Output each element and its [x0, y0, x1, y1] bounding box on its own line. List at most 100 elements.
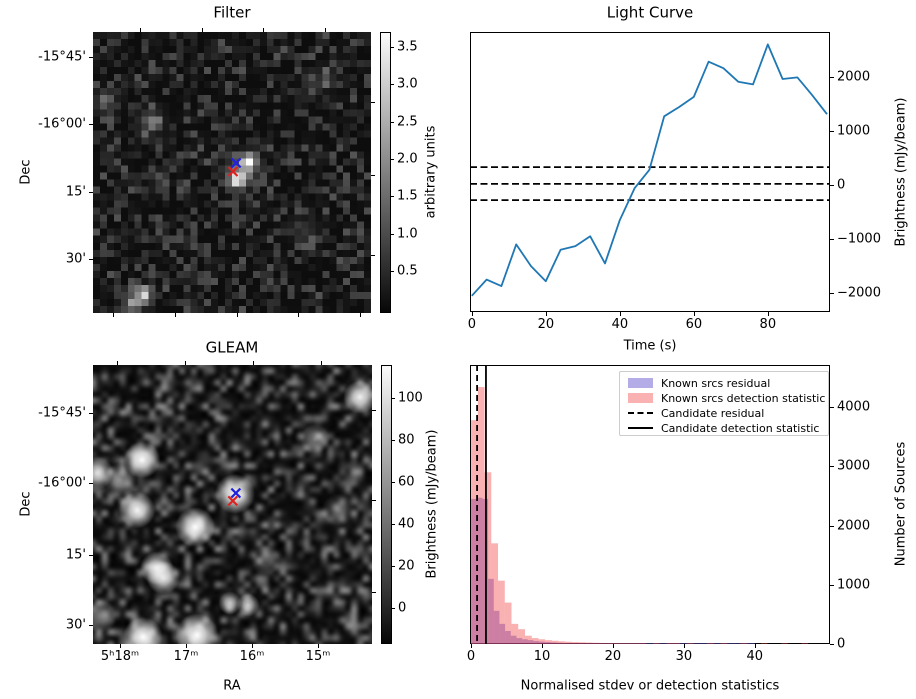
legend-label: Known srcs residual: [661, 377, 771, 390]
tick-label: 16ᵐ: [239, 649, 265, 664]
tick-mark: [612, 644, 614, 648]
tick-mark: [767, 312, 769, 316]
tick-mark: [120, 644, 121, 648]
tick-label: 0.5: [397, 263, 418, 279]
tick-label: 30': [65, 251, 86, 267]
legend-swatch: [628, 378, 653, 388]
tick-mark: [202, 28, 203, 32]
tick-label: 1000: [837, 123, 871, 139]
filter-colorbar: [380, 32, 391, 313]
tick-label: 17ᵐ: [173, 649, 199, 664]
gleam-sky-image: [93, 365, 372, 644]
tick-label: 20: [537, 317, 555, 332]
tick-mark: [185, 361, 186, 365]
tick-mark: [619, 312, 621, 316]
histogram-x-axis-label: Normalised stdev or detection statistics: [520, 678, 780, 694]
tick-label: 5ʰ18ᵐ: [100, 649, 140, 664]
gleam-x-axis-label: RA: [223, 678, 241, 694]
tick-mark: [89, 192, 93, 193]
tick-mark: [89, 483, 93, 484]
tick-label: 0: [837, 177, 846, 193]
tick-mark: [830, 466, 834, 468]
tick-label: 80: [398, 432, 415, 448]
tick-mark: [471, 312, 473, 316]
legend-line-dashed: [628, 412, 653, 414]
light-curve-panel-title: Light Curve: [606, 3, 694, 22]
tick-mark: [186, 644, 187, 648]
tick-mark: [89, 259, 93, 260]
tick-mark: [89, 625, 93, 626]
tick-label: 4000: [837, 399, 871, 415]
tick-mark: [830, 525, 834, 527]
tick-label: 30: [675, 649, 693, 664]
tick-label: 2.0: [397, 151, 418, 167]
tick-mark: [545, 312, 547, 316]
gleam-colorbar-gradient: [382, 366, 391, 643]
tick-mark: [175, 313, 176, 317]
tick-mark: [391, 47, 394, 48]
tick-mark: [392, 608, 395, 609]
tick-label: 1000: [837, 577, 871, 593]
filter-panel-title: Filter: [213, 3, 251, 22]
tick-label: 40: [746, 649, 764, 664]
tick-label: 60: [685, 317, 703, 332]
gleam-colorbar: [381, 365, 392, 644]
legend-swatch: [628, 393, 653, 403]
tick-mark: [830, 130, 834, 132]
tick-mark: [392, 440, 395, 441]
tick-mark: [392, 524, 395, 525]
tick-mark: [89, 413, 93, 414]
tick-mark: [683, 644, 685, 648]
tick-label: 10: [533, 649, 551, 664]
tick-label: -15°45': [38, 405, 86, 421]
tick-mark: [392, 566, 395, 567]
tick-mark: [318, 644, 319, 648]
light-curve-x-axis-label: Time (s): [623, 338, 677, 354]
tick-label: 80: [759, 317, 777, 332]
tick-label: 0: [467, 317, 476, 332]
tick-mark: [237, 313, 238, 317]
tick-label: -16°00': [38, 475, 86, 491]
tick-mark: [830, 644, 834, 645]
tick-label: 15': [65, 547, 86, 563]
tick-label: 0: [398, 600, 407, 616]
tick-label: 20: [604, 649, 622, 664]
filter-colorbar-gradient: [381, 33, 390, 312]
tick-label: 1.0: [397, 226, 418, 242]
tick-mark: [371, 175, 375, 176]
tick-label: 20: [398, 558, 415, 574]
tick-mark: [392, 398, 395, 399]
legend-line-solid: [628, 427, 653, 429]
tick-mark: [754, 644, 756, 648]
tick-mark: [830, 584, 834, 586]
light-curve-panel: [470, 32, 830, 312]
tick-mark: [372, 500, 376, 501]
tick-mark: [325, 28, 326, 32]
tick-mark: [360, 313, 361, 317]
tick-mark: [263, 28, 264, 32]
tick-mark: [253, 361, 254, 365]
tick-mark: [391, 196, 394, 197]
tick-mark: [321, 361, 322, 365]
tick-mark: [372, 592, 376, 593]
tick-mark: [542, 644, 543, 648]
tick-label: 15ᵐ: [305, 649, 331, 664]
tick-mark: [140, 28, 141, 32]
filter-colorbar-label: arbitrary units: [423, 125, 439, 219]
tick-label: -15°45': [38, 49, 86, 65]
tick-mark: [89, 555, 93, 556]
tick-mark: [391, 122, 394, 123]
tick-mark: [391, 271, 394, 272]
gleam-panel-title: GLEAM: [205, 338, 259, 357]
tick-mark: [89, 124, 93, 125]
tick-mark: [830, 407, 834, 409]
legend-label: Known srcs detection statistic: [661, 392, 826, 405]
tick-label: 15': [65, 184, 86, 200]
filter-y-axis-label: Dec: [18, 159, 34, 185]
tick-mark: [89, 57, 93, 58]
filter-sky-image: [93, 32, 371, 313]
tick-mark: [252, 644, 253, 648]
tick-mark: [117, 361, 118, 365]
tick-label: −1000: [837, 231, 881, 247]
